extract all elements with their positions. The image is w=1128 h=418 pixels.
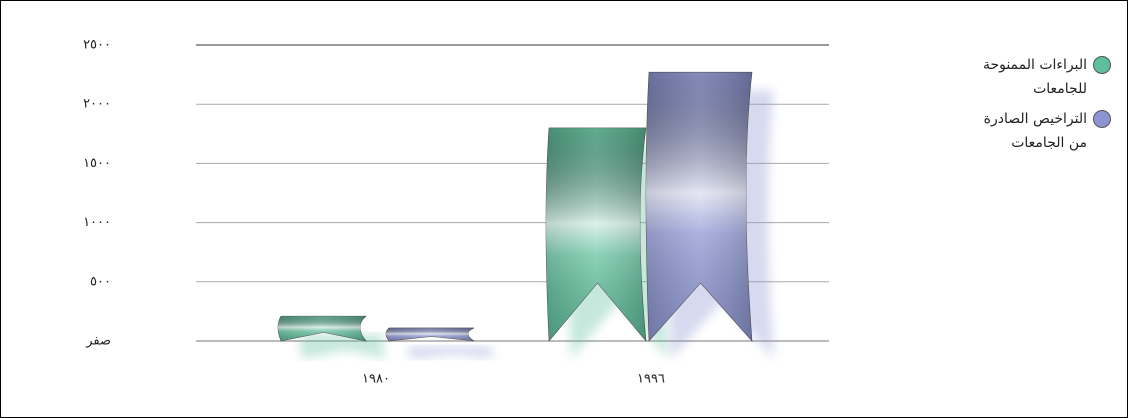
legend-swatch: [1093, 56, 1111, 74]
bar-side: [386, 327, 474, 341]
bar-group: [645, 71, 753, 342]
y-tick-label: ١٠٠٠: [83, 215, 111, 230]
y-tick-label: ١٥٠٠: [83, 156, 111, 171]
bar-group: [385, 327, 475, 342]
y-tick-label: ٢٥٠٠: [83, 38, 111, 53]
legend: البراءات الممنوحة للجامعات التراخيص الصاد…: [921, 53, 1111, 161]
bar-group: [277, 315, 367, 342]
x-tick-label: ١٩٩٦: [637, 372, 665, 387]
legend-swatch: [1093, 110, 1111, 128]
bar-shadow: [408, 345, 496, 359]
bar-group: [545, 127, 647, 342]
bar-side: [546, 127, 646, 341]
bar-side: [278, 316, 366, 341]
bar-shadow: [300, 334, 388, 359]
legend-label: التراخيص الصادرة من الجامعات: [983, 111, 1087, 151]
y-tick-label: صفر: [85, 334, 111, 349]
y-tick-label: ٥٠٠: [90, 274, 111, 289]
legend-item: البراءات الممنوحة للجامعات: [921, 53, 1111, 101]
chart: صفر ٥٠٠ ١٠٠٠ ١٥٠٠ ٢٠٠٠ ٢٥٠٠ ١٩٨٠ ١٩٩٦: [83, 38, 829, 387]
y-tick-label: ٢٠٠٠: [83, 97, 111, 112]
bar-side: [646, 72, 752, 342]
legend-label: البراءات الممنوحة للجامعات: [982, 57, 1087, 97]
x-tick-label: ١٩٨٠: [362, 372, 390, 387]
legend-item: التراخيص الصادرة من الجامعات: [921, 107, 1111, 155]
